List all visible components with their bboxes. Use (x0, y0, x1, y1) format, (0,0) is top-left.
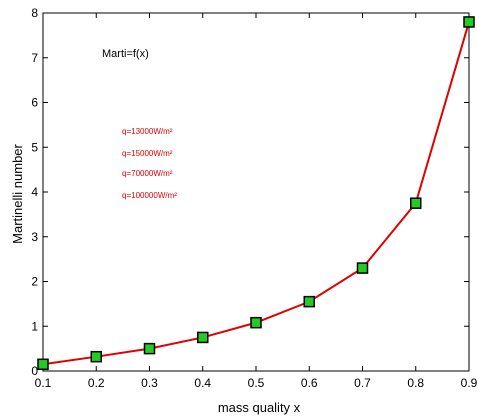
x-tick-label: 0.9 (461, 376, 477, 390)
annotation-1: q=13000W/m² (122, 127, 173, 136)
y-tick-label: 3 (31, 230, 38, 244)
data-point (250, 316, 262, 329)
data-point (37, 358, 49, 371)
plot-area: 0.1 0.2 0.3 0.4 0.5 0.6 0.7 0.8 0.9 0 1 2 3 4 5 6 7 8 (31, 6, 477, 390)
series-line (42, 21, 470, 366)
x-tick-label: 0.2 (88, 376, 105, 390)
data-point (463, 16, 475, 28)
y-tick-label: 8 (31, 6, 38, 20)
data-point (356, 262, 369, 274)
y-tick-label: 2 (31, 275, 38, 289)
x-tick-label: 0.6 (301, 376, 318, 390)
y-tick-label: 5 (31, 140, 38, 154)
annotation-2: q=15000W/m² (122, 149, 173, 158)
data-point (90, 350, 102, 363)
y-tick-label: 1 (31, 319, 38, 333)
x-tick-label: 0.5 (248, 376, 265, 390)
data-point (410, 197, 422, 209)
x-axis-label: mass quality x (218, 400, 301, 415)
annotation-4: q=100000W/m² (122, 191, 177, 200)
data-point (303, 295, 315, 308)
data-point (197, 331, 209, 344)
x-tick-label: 0.4 (194, 376, 211, 390)
y-tick-label: 7 (31, 51, 38, 65)
annotation-3: q=70000W/m² (122, 169, 173, 178)
y-tick-label: 0 (31, 364, 38, 378)
x-tick-label: 0.8 (407, 376, 424, 390)
y-tick-label: 4 (31, 185, 38, 199)
chart-title: Marti=f(x) (102, 48, 149, 60)
x-tick-label: 0.1 (35, 376, 52, 390)
x-tick-label: 0.3 (141, 376, 158, 390)
x-tick-label: 0.7 (354, 376, 371, 390)
data-point (143, 342, 156, 355)
y-tick-label: 6 (31, 96, 38, 110)
y-axis-label: Martinelli number (10, 143, 25, 243)
